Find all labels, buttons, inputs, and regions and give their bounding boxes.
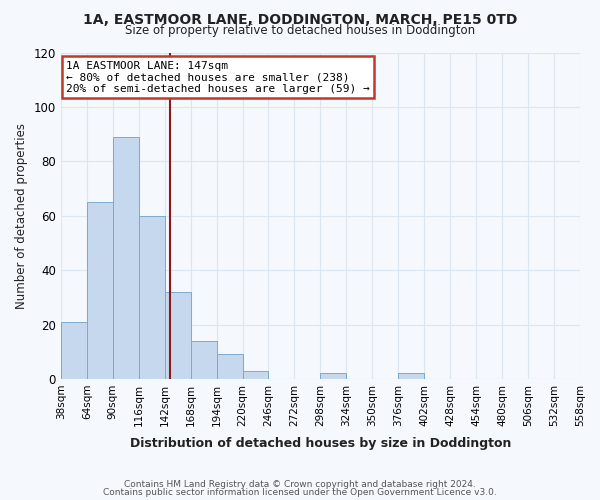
Text: 1A, EASTMOOR LANE, DODDINGTON, MARCH, PE15 0TD: 1A, EASTMOOR LANE, DODDINGTON, MARCH, PE… <box>83 12 517 26</box>
Bar <box>113 137 139 379</box>
Text: Size of property relative to detached houses in Doddington: Size of property relative to detached ho… <box>125 24 475 37</box>
Bar <box>320 374 346 379</box>
Bar <box>242 370 268 379</box>
Bar <box>398 374 424 379</box>
Bar <box>191 341 217 379</box>
Bar <box>164 292 191 379</box>
Bar <box>61 322 87 379</box>
Text: Contains public sector information licensed under the Open Government Licence v3: Contains public sector information licen… <box>103 488 497 497</box>
X-axis label: Distribution of detached houses by size in Doddington: Distribution of detached houses by size … <box>130 437 511 450</box>
Bar <box>217 354 242 379</box>
Bar <box>87 202 113 379</box>
Y-axis label: Number of detached properties: Number of detached properties <box>15 122 28 308</box>
Bar <box>139 216 164 379</box>
Text: Contains HM Land Registry data © Crown copyright and database right 2024.: Contains HM Land Registry data © Crown c… <box>124 480 476 489</box>
Text: 1A EASTMOOR LANE: 147sqm
← 80% of detached houses are smaller (238)
20% of semi-: 1A EASTMOOR LANE: 147sqm ← 80% of detach… <box>66 60 370 94</box>
